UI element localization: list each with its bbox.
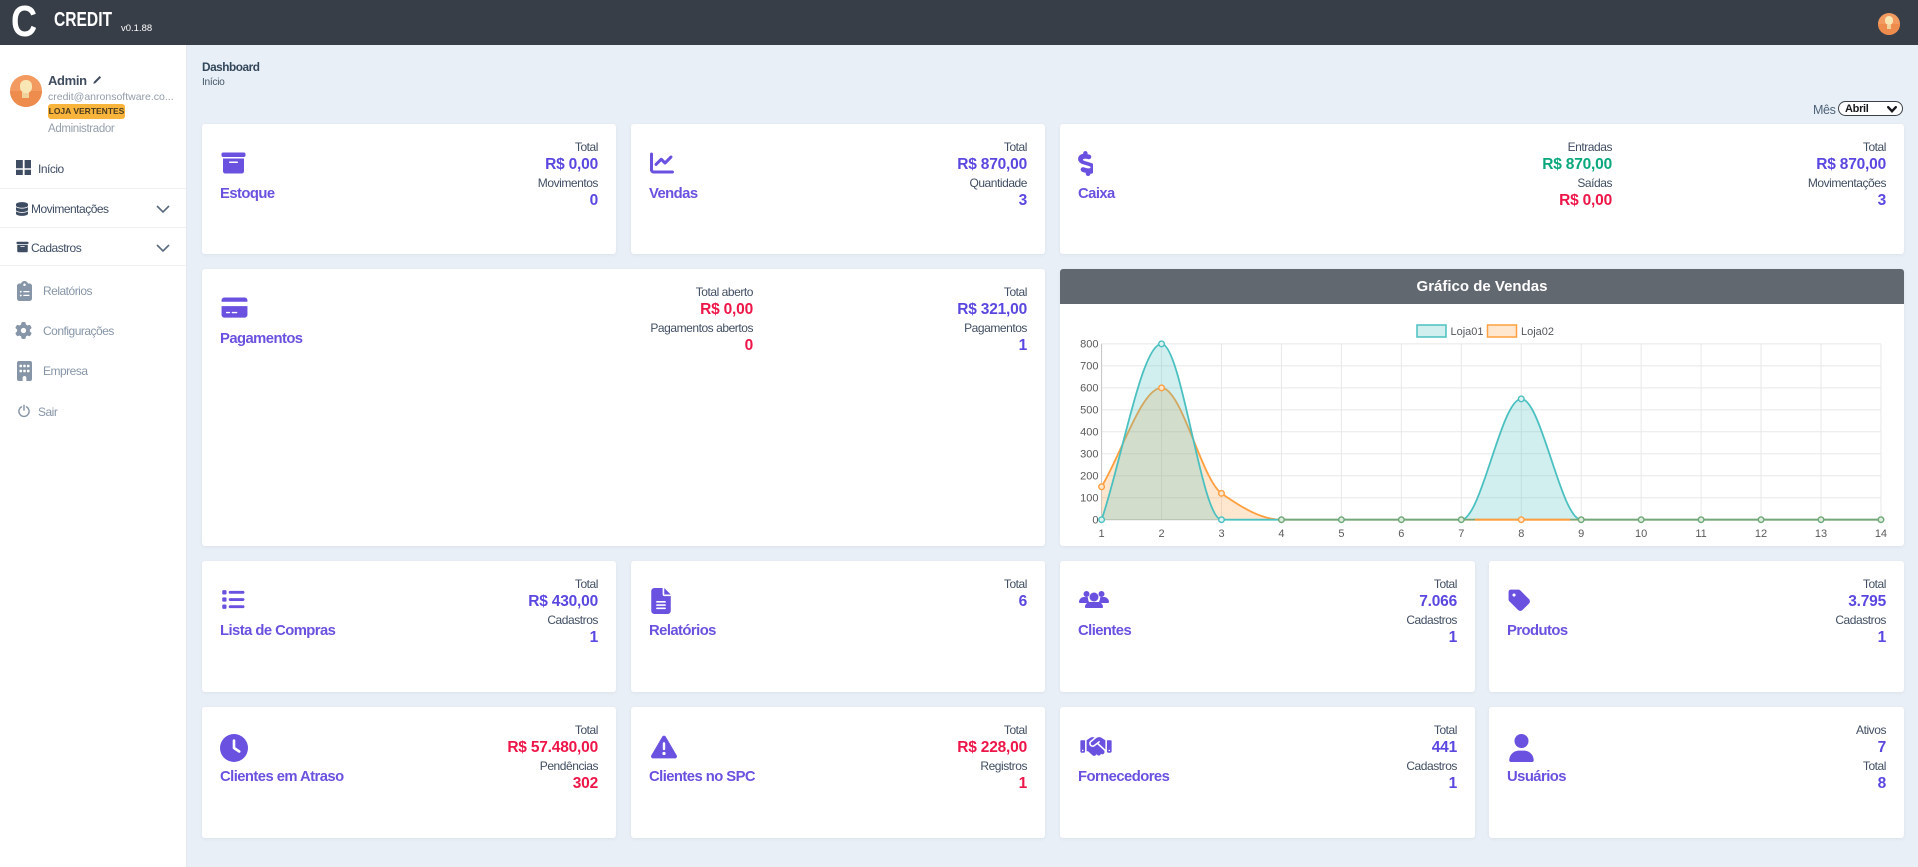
svg-text:500: 500 [1080, 405, 1098, 417]
svg-text:4: 4 [1278, 528, 1284, 540]
svg-text:600: 600 [1080, 383, 1098, 395]
svg-text:700: 700 [1080, 361, 1098, 373]
svg-text:300: 300 [1080, 449, 1098, 461]
svg-text:12: 12 [1755, 528, 1767, 540]
svg-text:5: 5 [1338, 528, 1344, 540]
svg-text:400: 400 [1080, 427, 1098, 439]
svg-text:10: 10 [1635, 528, 1647, 540]
svg-text:800: 800 [1080, 339, 1098, 351]
svg-text:11: 11 [1695, 528, 1706, 540]
svg-text:Loja02: Loja02 [1521, 326, 1554, 338]
svg-text:7: 7 [1458, 528, 1464, 540]
svg-text:1: 1 [1099, 528, 1105, 540]
svg-text:2: 2 [1158, 528, 1164, 540]
svg-text:100: 100 [1080, 493, 1098, 505]
svg-text:14: 14 [1875, 528, 1887, 540]
svg-text:9: 9 [1578, 528, 1584, 540]
svg-text:13: 13 [1815, 528, 1827, 540]
svg-text:6: 6 [1398, 528, 1404, 540]
svg-text:0: 0 [1092, 515, 1098, 527]
svg-text:200: 200 [1080, 471, 1098, 483]
svg-text:Loja01: Loja01 [1451, 326, 1484, 338]
svg-text:3: 3 [1218, 528, 1224, 540]
svg-text:8: 8 [1518, 528, 1524, 540]
